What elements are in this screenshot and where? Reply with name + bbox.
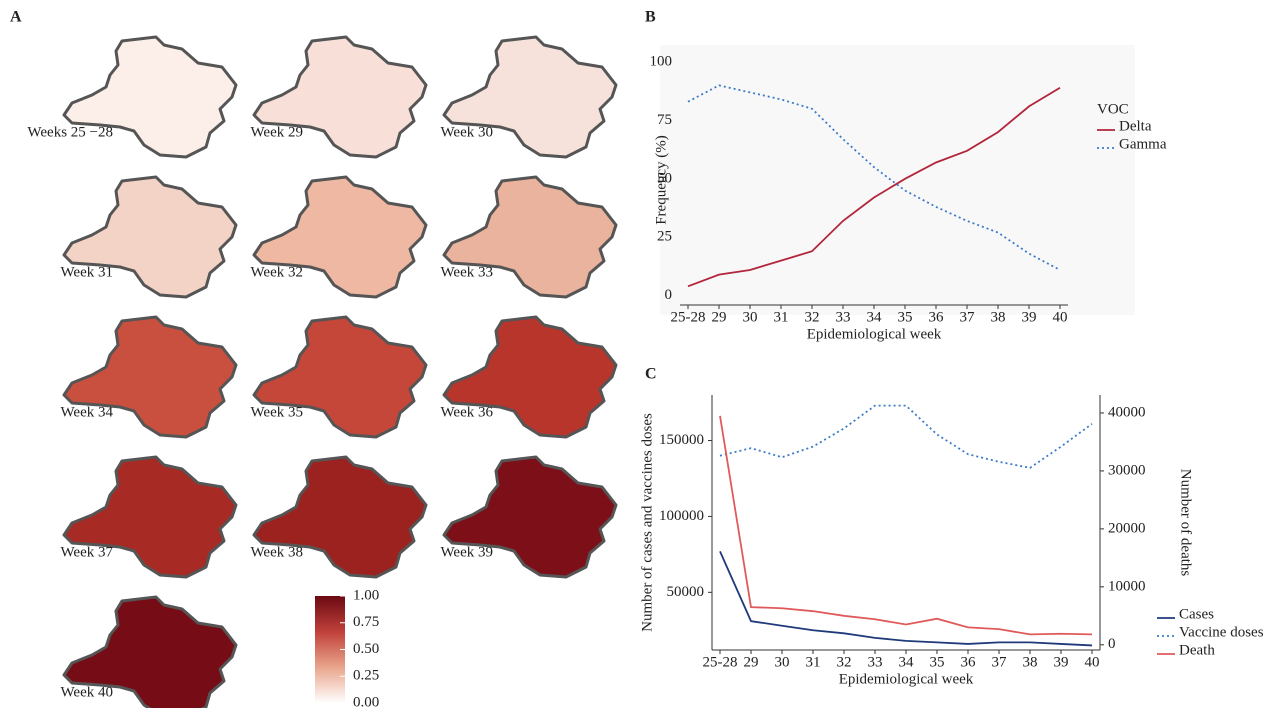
map-label: Week 39 [440, 544, 493, 560]
x-axis-title: Epidemiological week [807, 326, 942, 342]
map-label: Week 37 [60, 544, 113, 560]
map-label: Weeks 25 −28 [27, 124, 113, 140]
y-tick-label: 0 [665, 287, 673, 303]
legend-label: Gamma [1119, 136, 1167, 152]
map-label: Week 30 [440, 124, 493, 140]
x-tick-label: 32 [837, 654, 852, 670]
colorbar-tick-label: 0.00 [353, 694, 379, 708]
x-tick-label: 36 [961, 654, 977, 670]
y-axis-title: Frequency (%) [653, 135, 669, 225]
data-line [719, 550, 1093, 647]
x-tick-label: 34 [867, 309, 883, 325]
y2-axis-title: Number of deaths [1178, 469, 1194, 577]
state-map [252, 315, 428, 439]
x-tick-label: 34 [899, 654, 915, 670]
y2-tick-label: 0 [1108, 636, 1116, 652]
state-map [442, 455, 618, 579]
state-map [442, 35, 618, 159]
y-tick-label: 25 [657, 229, 672, 245]
state-map [62, 455, 238, 579]
x-tick-label: 29 [712, 309, 727, 325]
legend-label: Death [1179, 642, 1215, 658]
x-tick-label: 25-28 [703, 654, 738, 670]
map-label: Week 32 [250, 264, 303, 280]
data-line [719, 415, 1093, 636]
colorbar-tick-label: 0.75 [353, 614, 379, 630]
state-map [442, 315, 618, 439]
colorbar-tick-label: 0.25 [353, 668, 379, 684]
x-tick-label: 30 [775, 654, 790, 670]
data-line [719, 404, 1093, 469]
y-tick-label: 100 [650, 53, 673, 69]
legend-label: Vaccine doses [1179, 624, 1264, 640]
state-map [62, 35, 238, 159]
y-tick-label: 150000 [659, 432, 704, 448]
map-label: Week 40 [60, 684, 113, 700]
x-axis-title: Epidemiological week [839, 671, 974, 687]
y-tick-label: 50000 [667, 584, 705, 600]
y-tick-label: 75 [657, 112, 672, 128]
x-tick-label: 32 [805, 309, 820, 325]
y2-tick-label: 40000 [1108, 404, 1146, 420]
x-tick-label: 25-28 [671, 309, 706, 325]
state-map [252, 455, 428, 579]
colorbar-tick-label: 0.50 [353, 641, 379, 657]
state-map [62, 175, 238, 299]
state-map [62, 315, 238, 439]
x-tick-label: 31 [806, 654, 821, 670]
plot-background [660, 45, 1135, 315]
y-axis-title: Number of cases and vaccines doses [639, 413, 655, 632]
data-line [687, 86, 1061, 288]
x-tick-label: 33 [836, 309, 851, 325]
x-tick-label: 40 [1085, 654, 1100, 670]
map-label: Week 35 [250, 404, 303, 420]
colorbar-tick-label: 1.00 [353, 587, 379, 603]
x-tick-label: 35 [930, 654, 945, 670]
x-tick-label: 38 [991, 309, 1006, 325]
map-label: Week 38 [250, 544, 303, 560]
y-tick-label: 50 [657, 170, 672, 186]
map-label: Week 31 [60, 264, 113, 280]
x-tick-label: 38 [1023, 654, 1038, 670]
x-tick-label: 36 [929, 309, 945, 325]
map-label: Week 29 [250, 124, 303, 140]
legend-label: Delta [1119, 118, 1152, 134]
map-label: Week 36 [440, 404, 493, 420]
legend-title: VOC [1097, 101, 1129, 117]
x-tick-label: 33 [868, 654, 883, 670]
x-tick-label: 30 [743, 309, 758, 325]
x-tick-label: 39 [1054, 654, 1069, 670]
state-map [442, 175, 618, 299]
x-tick-label: 35 [898, 309, 913, 325]
x-tick-label: 29 [744, 654, 759, 670]
x-tick-label: 31 [774, 309, 789, 325]
panel-label: B [645, 9, 656, 26]
x-tick-label: 37 [992, 654, 1008, 670]
legend-label: Cases [1179, 606, 1214, 622]
x-tick-label: 39 [1022, 309, 1037, 325]
panel-label: C [645, 366, 657, 383]
y2-tick-label: 10000 [1108, 578, 1146, 594]
state-map [252, 35, 428, 159]
y-tick-label: 100000 [659, 508, 704, 524]
map-label: Week 34 [60, 404, 113, 420]
x-tick-label: 40 [1053, 309, 1068, 325]
y2-tick-label: 20000 [1108, 520, 1146, 536]
state-map [252, 175, 428, 299]
panel-label: A [10, 9, 22, 26]
map-label: Week 33 [440, 264, 493, 280]
y2-tick-label: 30000 [1108, 462, 1146, 478]
data-line [687, 84, 1061, 271]
x-tick-label: 37 [960, 309, 976, 325]
state-map [62, 595, 238, 708]
